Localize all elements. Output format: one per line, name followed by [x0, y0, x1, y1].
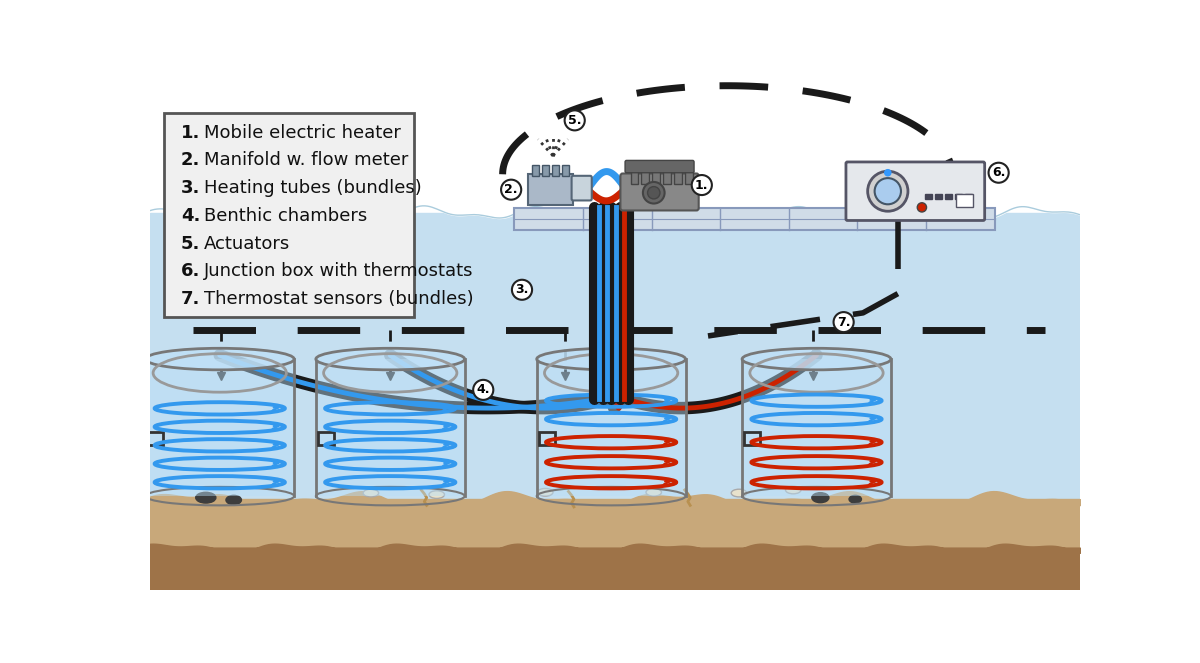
FancyBboxPatch shape	[620, 174, 698, 210]
Text: 5.: 5.	[568, 114, 582, 127]
Text: Junction box with thermostats: Junction box with thermostats	[204, 263, 474, 280]
Text: 6.: 6.	[181, 263, 200, 280]
Bar	[539, 432, 554, 446]
Circle shape	[917, 203, 926, 212]
Circle shape	[648, 186, 660, 199]
Bar	[946, 194, 952, 199]
Text: 2.: 2.	[181, 151, 200, 170]
Bar	[150, 499, 1080, 590]
Text: 5.: 5.	[181, 235, 200, 253]
Bar	[956, 194, 973, 208]
Bar	[528, 174, 574, 205]
Bar	[552, 165, 559, 176]
Text: Heating tubes (bundles): Heating tubes (bundles)	[204, 179, 422, 197]
Text: 6.: 6.	[992, 166, 1006, 179]
Text: Mobile electric heater: Mobile electric heater	[204, 124, 401, 142]
Text: Thermostat sensors (bundles): Thermostat sensors (bundles)	[204, 290, 474, 308]
Text: 1.: 1.	[695, 178, 708, 192]
Ellipse shape	[786, 486, 802, 494]
Bar	[148, 432, 163, 446]
Text: Manifold w. flow meter: Manifold w. flow meter	[204, 151, 409, 170]
Circle shape	[884, 170, 890, 176]
FancyBboxPatch shape	[571, 176, 592, 200]
Circle shape	[834, 312, 853, 332]
Circle shape	[875, 178, 901, 204]
Text: 3.: 3.	[181, 179, 200, 197]
Ellipse shape	[850, 495, 862, 503]
Ellipse shape	[742, 348, 890, 370]
Text: 3.: 3.	[515, 283, 529, 296]
Bar	[685, 170, 692, 184]
Ellipse shape	[812, 493, 829, 503]
Bar	[630, 170, 638, 184]
Ellipse shape	[646, 489, 661, 496]
Bar	[744, 432, 760, 446]
Text: 4.: 4.	[181, 207, 200, 225]
Circle shape	[868, 171, 908, 211]
Bar	[542, 165, 550, 176]
Circle shape	[512, 280, 532, 300]
Ellipse shape	[364, 489, 379, 497]
Ellipse shape	[536, 348, 685, 370]
Ellipse shape	[538, 489, 553, 496]
Ellipse shape	[731, 489, 746, 497]
Text: 1.: 1.	[181, 124, 200, 142]
Bar	[536, 359, 685, 496]
Text: Actuators: Actuators	[204, 235, 290, 253]
Bar	[318, 432, 334, 446]
Text: 2.: 2.	[504, 183, 518, 196]
Text: 4.: 4.	[476, 383, 490, 396]
Bar	[674, 170, 682, 184]
Circle shape	[502, 180, 521, 200]
Bar	[965, 194, 972, 199]
Bar	[150, 213, 1080, 590]
Text: 7.: 7.	[836, 316, 851, 329]
Circle shape	[565, 110, 584, 131]
Ellipse shape	[430, 491, 444, 499]
Ellipse shape	[196, 493, 216, 503]
Bar	[164, 113, 414, 317]
Bar	[563, 165, 569, 176]
Bar	[150, 548, 1080, 590]
FancyBboxPatch shape	[625, 160, 694, 173]
Bar	[316, 359, 464, 496]
Bar	[935, 194, 942, 199]
Circle shape	[691, 175, 712, 195]
Circle shape	[643, 182, 665, 204]
Text: Benthic chambers: Benthic chambers	[204, 207, 367, 225]
Ellipse shape	[226, 495, 241, 505]
Bar	[742, 359, 890, 496]
Text: 7.: 7.	[181, 290, 200, 308]
Bar	[925, 194, 932, 199]
Circle shape	[473, 380, 493, 400]
Bar	[664, 170, 671, 184]
Circle shape	[989, 162, 1009, 183]
FancyBboxPatch shape	[846, 162, 985, 221]
Bar	[145, 359, 294, 496]
Bar	[641, 170, 649, 184]
Bar	[653, 170, 660, 184]
Bar	[532, 165, 539, 176]
Ellipse shape	[316, 348, 464, 370]
Bar	[515, 208, 995, 229]
Ellipse shape	[145, 348, 294, 370]
Bar	[955, 194, 962, 199]
